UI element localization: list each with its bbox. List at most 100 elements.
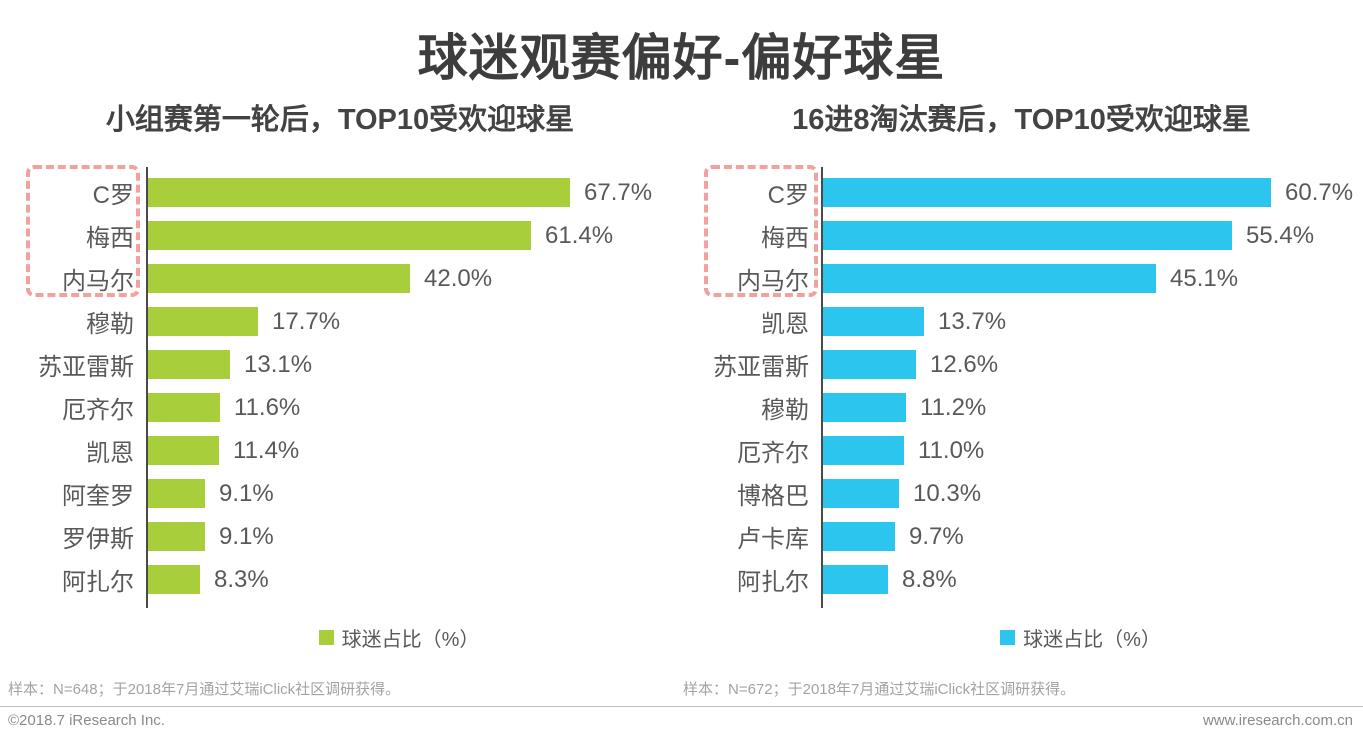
bar-row: 苏亚雷斯 12.6% — [680, 343, 1363, 386]
bar-rows: C罗 60.7% 梅西 55.4% 内马尔 45.1% 凯恩 13.7% 苏亚雷斯 12.6% 穆勒… — [680, 171, 1363, 601]
bar-area: 8.8% — [823, 558, 1363, 601]
bar-area: 12.6% — [823, 343, 1363, 386]
bar — [823, 350, 916, 379]
bar-area: 61.4% — [148, 214, 680, 257]
bar-row: 卢卡库 9.7% — [680, 515, 1363, 558]
value-label: 42.0% — [424, 264, 493, 292]
category-label: 卢卡库 — [737, 526, 809, 553]
bar-area: 55.4% — [823, 214, 1363, 257]
bar-row: 苏亚雷斯 13.1% — [0, 343, 680, 386]
value-label: 13.1% — [244, 350, 313, 378]
bar — [148, 565, 200, 594]
bar-area: 9.1% — [148, 515, 680, 558]
page-title: 球迷观赛偏好-偏好球星 — [417, 30, 946, 86]
bar-row: 梅西 55.4% — [680, 214, 1363, 257]
category-label: 阿扎尔 — [737, 569, 809, 596]
plot-area: C罗 60.7% 梅西 55.4% 内马尔 45.1% 凯恩 13.7% 苏亚雷斯 12.6% 穆勒… — [680, 165, 1363, 608]
value-label: 9.7% — [909, 522, 964, 550]
bar-area: 42.0% — [148, 257, 680, 300]
category-label: 内马尔 — [737, 268, 809, 295]
bar-area: 13.1% — [148, 343, 680, 386]
category-label: 苏亚雷斯 — [713, 354, 809, 381]
bar-row: 厄齐尔 11.0% — [680, 429, 1363, 472]
chart-subtitle: 小组赛第一轮后，TOP10受欢迎球星 — [105, 104, 575, 136]
category-label: 梅西 — [86, 225, 134, 252]
bar-row: 阿扎尔 8.8% — [680, 558, 1363, 601]
category-label: 苏亚雷斯 — [38, 354, 134, 381]
legend-label: 球迷占比（%） — [1023, 629, 1161, 651]
category-label: 阿奎罗 — [62, 483, 134, 510]
legend: 球迷占比（%） — [0, 623, 680, 652]
bar-area: 11.6% — [148, 386, 680, 429]
bar — [148, 221, 531, 250]
category-label: 厄齐尔 — [62, 397, 134, 424]
value-label: 11.0% — [918, 436, 985, 464]
category-label: 穆勒 — [761, 397, 809, 424]
bar-area: 13.7% — [823, 300, 1363, 343]
value-label: 10.3% — [913, 479, 982, 507]
bar — [148, 393, 220, 422]
value-label: 12.6% — [930, 350, 999, 378]
sample-note: 样本：N=672；于2018年7月通过艾瑞iClick社区调研获得。 — [683, 681, 1076, 698]
value-label: 8.8% — [902, 565, 957, 593]
bar — [823, 221, 1232, 250]
legend-swatch — [1000, 630, 1016, 645]
bar — [823, 565, 888, 594]
bar — [823, 436, 904, 465]
bar-area: 9.1% — [148, 472, 680, 515]
sample-note: 样本：N=648；于2018年7月通过艾瑞iClick社区调研获得。 — [8, 681, 401, 698]
category-label: 阿扎尔 — [62, 569, 134, 596]
bar — [823, 479, 899, 508]
bar — [148, 479, 205, 508]
value-label: 9.1% — [219, 522, 274, 550]
bar-row: C罗 60.7% — [680, 171, 1363, 214]
bar-area: 8.3% — [148, 558, 680, 601]
value-label: 60.7% — [1285, 178, 1354, 206]
value-label: 61.4% — [545, 221, 614, 249]
footer-divider — [0, 706, 1363, 707]
bar-row: 罗伊斯 9.1% — [0, 515, 680, 558]
value-label: 11.2% — [920, 393, 987, 421]
value-label: 11.4% — [233, 436, 300, 464]
bar-area: 11.2% — [823, 386, 1363, 429]
bar — [823, 178, 1271, 207]
category-label: 内马尔 — [62, 268, 134, 295]
bar-row: 凯恩 13.7% — [680, 300, 1363, 343]
legend-swatch — [318, 630, 334, 645]
bar-row: 凯恩 11.4% — [0, 429, 680, 472]
bar — [148, 436, 219, 465]
bar — [148, 307, 258, 336]
bar — [823, 522, 895, 551]
category-label: C罗 — [767, 182, 809, 209]
category-label: 博格巴 — [737, 483, 809, 510]
bar — [148, 178, 570, 207]
bar — [148, 350, 230, 379]
y-axis-line — [821, 167, 823, 608]
bar-row: 阿奎罗 9.1% — [0, 472, 680, 515]
category-label: 厄齐尔 — [737, 440, 809, 467]
value-label: 8.3% — [214, 565, 269, 593]
value-label: 13.7% — [938, 307, 1007, 335]
plot-area: C罗 67.7% 梅西 61.4% 内马尔 42.0% 穆勒 17.7% 苏亚雷斯 13.1% 厄齐… — [0, 165, 680, 608]
value-label: 55.4% — [1246, 221, 1315, 249]
bar-area: 45.1% — [823, 257, 1363, 300]
category-label: C罗 — [92, 182, 134, 209]
chart-section-round-of-16: 16进8淘汰赛后，TOP10受欢迎球星 C罗 60.7% 梅西 55.4% 内马尔 45.… — [680, 103, 1363, 699]
bar-row: 阿扎尔 8.3% — [0, 558, 680, 601]
bar-area: 11.4% — [148, 429, 680, 472]
value-label: 67.7% — [584, 178, 653, 206]
footer: ©2018.7 iResearch Inc. www.iresearch.com… — [8, 712, 1353, 729]
category-label: 凯恩 — [86, 440, 134, 467]
bar-row: 博格巴 10.3% — [680, 472, 1363, 515]
legend: 球迷占比（%） — [680, 623, 1363, 652]
category-label: 穆勒 — [86, 311, 134, 338]
value-label: 45.1% — [1170, 264, 1239, 292]
bar — [823, 264, 1156, 293]
value-label: 17.7% — [272, 307, 341, 335]
bar — [823, 307, 924, 336]
bar-area: 10.3% — [823, 472, 1363, 515]
bar-row: 内马尔 42.0% — [0, 257, 680, 300]
category-label: 梅西 — [761, 225, 809, 252]
bar-row: 穆勒 17.7% — [0, 300, 680, 343]
bar-row: 内马尔 45.1% — [680, 257, 1363, 300]
